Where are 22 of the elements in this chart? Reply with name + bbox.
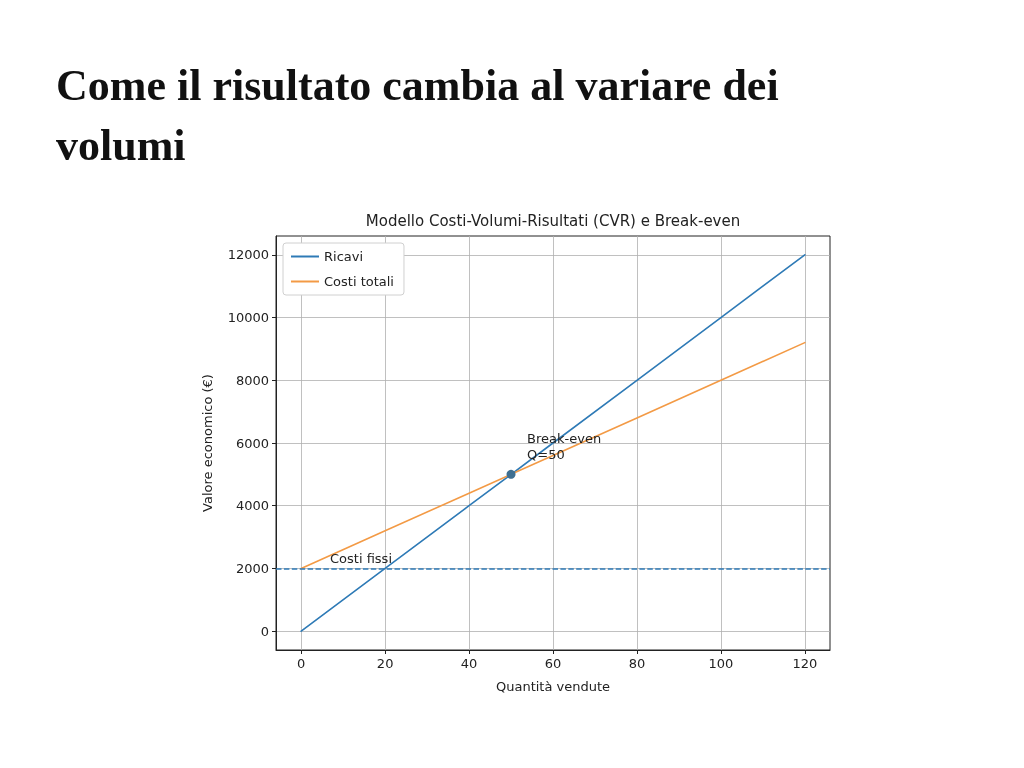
x-tick-label: 0 [297,656,306,671]
y-tick-label: 10000 [227,310,269,326]
line-series [300,341,806,570]
legend-label: Ricavi [324,249,364,264]
x-tick-label: 40 [460,656,478,671]
y-tick-label: 12000 [227,247,269,263]
x-tick-label: 120 [792,656,818,671]
y-tick-label: 4000 [235,498,269,514]
legend-label: Costi totali [324,274,394,289]
x-tick-label: 60 [544,656,562,671]
x-tick-label: 80 [628,656,646,671]
y-tick-label: 6000 [235,435,269,451]
x-tick-label: 100 [708,656,734,671]
chart-subtitle: Modello Costi-Volumi-Risultati (CVR) e Break-even [365,211,741,230]
chart-title: Come il risultato cambia al variare dei volumi [56,60,780,172]
x-tick-label: 20 [376,656,394,671]
x-axis-title: Quantità vendute [495,679,611,694]
y-tick-label: 0 [260,623,269,639]
ref-line-label: Costi fissi [330,551,392,567]
y-tick-label: 2000 [235,560,269,576]
y-axis-title: Valore economico (€) [200,374,215,512]
y-tick-label: 8000 [235,372,269,388]
